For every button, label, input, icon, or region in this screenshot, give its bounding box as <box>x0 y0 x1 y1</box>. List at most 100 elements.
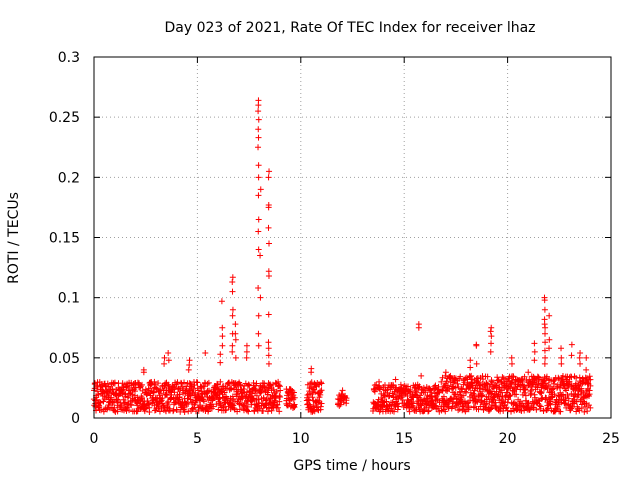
data-point <box>229 348 236 355</box>
data-point <box>435 386 442 393</box>
data-point <box>541 297 548 304</box>
data-point <box>547 398 554 405</box>
data-point <box>255 312 262 319</box>
data-point <box>487 328 494 335</box>
data-point <box>488 340 495 347</box>
data-point <box>165 350 172 357</box>
data-point <box>505 396 512 403</box>
data-point <box>255 162 262 169</box>
data-point <box>513 391 520 398</box>
data-point <box>499 374 506 381</box>
data-point <box>568 341 575 348</box>
data-point <box>243 342 250 349</box>
data-point <box>546 336 553 343</box>
data-point <box>179 383 186 390</box>
data-point <box>535 397 542 404</box>
data-point <box>434 396 441 403</box>
data-point <box>542 324 549 331</box>
data-point <box>446 373 453 380</box>
data-point <box>479 376 486 383</box>
data-point <box>550 378 557 385</box>
data-point <box>436 389 443 396</box>
data-point <box>478 399 485 406</box>
data-point <box>452 384 459 391</box>
x-tick-label: 5 <box>193 431 202 447</box>
data-point <box>205 408 212 415</box>
data-point <box>229 306 236 313</box>
data-point <box>483 400 490 407</box>
data-point <box>442 408 449 415</box>
data-point <box>255 116 262 123</box>
data-point <box>489 379 496 386</box>
data-point <box>397 381 404 388</box>
data-point <box>161 360 168 367</box>
data-point <box>586 387 593 394</box>
data-point <box>255 126 262 133</box>
data-point <box>573 398 580 405</box>
data-point <box>246 382 253 389</box>
data-point <box>496 393 503 400</box>
data-point <box>528 387 535 394</box>
data-point <box>202 350 209 357</box>
data-point <box>488 405 495 412</box>
data-point <box>531 348 538 355</box>
data-point <box>522 386 529 393</box>
data-point <box>224 380 231 387</box>
data-point <box>215 406 222 413</box>
data-point <box>467 373 474 380</box>
data-points <box>90 97 594 415</box>
data-point <box>406 408 413 415</box>
data-point <box>537 403 544 410</box>
data-point <box>228 385 235 392</box>
data-point <box>521 373 528 380</box>
data-point <box>187 392 194 399</box>
data-point <box>266 168 273 175</box>
data-point <box>262 397 269 404</box>
data-point <box>197 402 204 409</box>
data-point <box>538 389 545 396</box>
data-point <box>415 384 422 391</box>
data-point <box>508 354 515 361</box>
data-point <box>531 340 538 347</box>
data-point <box>483 380 490 387</box>
data-point <box>552 407 559 414</box>
data-point <box>170 408 177 415</box>
data-point <box>255 108 262 115</box>
data-point <box>551 380 558 387</box>
data-point <box>392 376 399 383</box>
data-point <box>111 404 118 411</box>
data-point <box>253 392 260 399</box>
data-point <box>433 393 440 400</box>
data-point <box>557 408 564 415</box>
data-point <box>253 380 260 387</box>
data-point <box>290 392 297 399</box>
data-point <box>232 330 239 337</box>
data-point <box>128 402 135 409</box>
data-point <box>541 360 548 367</box>
data-point <box>245 381 252 388</box>
data-point <box>257 252 264 259</box>
data-point <box>508 360 515 367</box>
y-tick-label: 0.05 <box>49 351 80 367</box>
data-point <box>257 186 264 193</box>
data-point <box>265 240 272 247</box>
data-point <box>558 345 565 352</box>
data-point <box>468 372 475 379</box>
data-point <box>583 354 590 361</box>
data-point <box>275 382 282 389</box>
data-point <box>509 377 516 384</box>
data-point <box>244 407 251 414</box>
data-point <box>481 401 488 408</box>
data-point <box>371 388 378 395</box>
data-point <box>236 406 243 413</box>
data-point <box>542 339 549 346</box>
data-point <box>264 408 271 415</box>
data-point <box>507 392 514 399</box>
data-point <box>111 379 118 386</box>
data-point <box>181 408 188 415</box>
data-point <box>576 354 583 361</box>
data-point <box>460 392 467 399</box>
data-point <box>258 388 265 395</box>
x-tick-label: 15 <box>395 431 413 447</box>
